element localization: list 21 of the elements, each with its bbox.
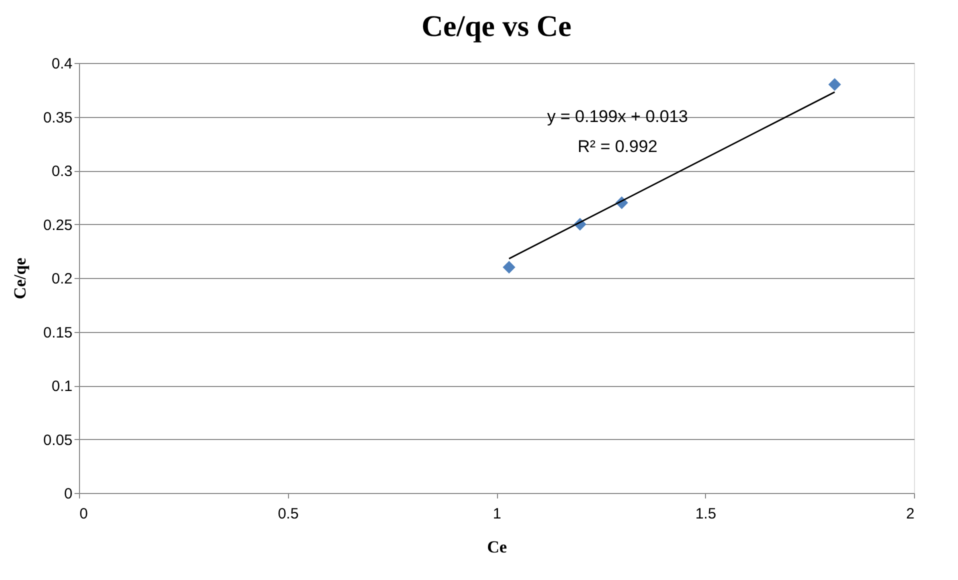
annotation: y = 0.199x + 0.013 — [547, 107, 688, 126]
y-tick-label: 0.3 — [52, 163, 72, 180]
y-tick-label: 0.15 — [43, 324, 72, 342]
y-tick-label: 0.35 — [43, 109, 72, 126]
y-tick-label: 0.05 — [43, 432, 72, 449]
y-axis-title: Ce/qe — [10, 257, 30, 300]
x-tick-label: 0 — [80, 506, 88, 522]
y-tick-label: 0.1 — [52, 378, 72, 395]
x-axis-title: Ce — [487, 538, 508, 556]
point — [828, 78, 841, 91]
y-tick-label: 0.4 — [52, 56, 72, 72]
point — [502, 260, 516, 274]
x-tick-label: 1 — [492, 506, 502, 522]
y-tick-label: 0.25 — [43, 216, 72, 234]
x-tick-label: 2 — [906, 506, 914, 522]
x-tick-label: 0.5 — [278, 506, 299, 522]
y-tick-label: 0 — [64, 486, 72, 502]
y-tick-label: 0.2 — [52, 270, 72, 288]
annotation: R² = 0.992 — [578, 137, 658, 156]
chart-title: Ce/qe vs Ce — [422, 10, 572, 43]
x-tick-label: 1.5 — [695, 506, 716, 522]
